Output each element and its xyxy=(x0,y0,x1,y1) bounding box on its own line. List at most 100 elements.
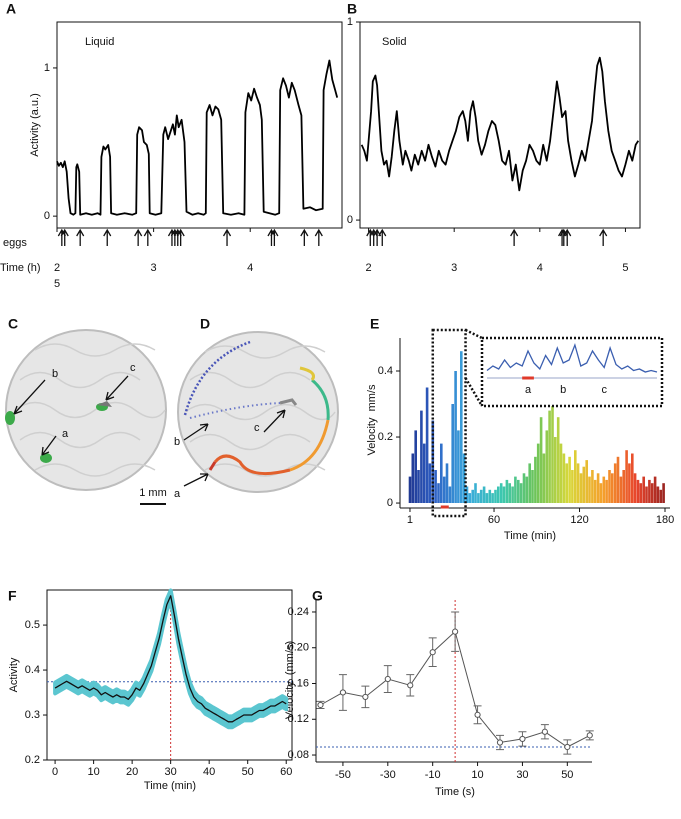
error-band xyxy=(53,588,289,730)
egg-arrow xyxy=(134,228,143,246)
bar xyxy=(554,437,557,503)
x-tick-label: 4 xyxy=(537,262,543,274)
x-axis-label: Time (min) xyxy=(144,780,196,792)
x-tick-label: 10 xyxy=(87,766,99,778)
annotation: c xyxy=(254,422,260,434)
panel-letter: E xyxy=(370,316,379,332)
bar xyxy=(514,476,517,503)
note: 5 xyxy=(54,278,60,290)
bar xyxy=(656,486,660,503)
y-tick-label: 0.2 xyxy=(378,431,393,443)
annotation: a xyxy=(174,488,181,500)
chart-title: Liquid xyxy=(85,36,114,48)
bar xyxy=(460,351,463,503)
bar xyxy=(425,387,429,503)
trace xyxy=(56,59,339,216)
bar xyxy=(408,476,412,503)
bar xyxy=(437,483,440,503)
y-tick-label: 0.2 xyxy=(25,754,40,766)
bar xyxy=(539,417,543,503)
bar xyxy=(568,456,571,503)
x-tick-label: 30 xyxy=(516,769,528,781)
bar xyxy=(602,476,606,503)
bar xyxy=(474,483,477,503)
panel-letter: F xyxy=(8,588,17,604)
zoom-box xyxy=(431,328,467,518)
panel-letter: A xyxy=(6,1,16,17)
x-tick-label: 50 xyxy=(242,766,254,778)
bar xyxy=(593,479,597,503)
x-tick-label: 20 xyxy=(126,766,138,778)
plot-frame xyxy=(359,21,641,229)
y-tick-label: 0 xyxy=(44,210,50,222)
egg-arrow xyxy=(76,228,85,246)
x-tick-label: 2 xyxy=(366,262,372,274)
bar xyxy=(508,483,511,503)
x-tick-label: 1 xyxy=(407,514,413,526)
zoom-connector xyxy=(464,377,484,407)
y-axis-label: Activity (a.u.) xyxy=(29,93,41,157)
bar xyxy=(442,476,446,503)
egg-arrow xyxy=(599,228,608,246)
x-tick-label: 2 xyxy=(54,262,60,274)
bar xyxy=(499,483,503,503)
arrows xyxy=(183,409,286,487)
inset-label: a xyxy=(525,384,532,396)
x-axis-label: Time (min) xyxy=(504,530,556,542)
bar xyxy=(556,417,560,503)
bar xyxy=(454,371,457,503)
point xyxy=(496,739,504,746)
x-tick-label: 60 xyxy=(280,766,292,778)
bar xyxy=(491,493,494,503)
bar xyxy=(502,486,506,503)
bar xyxy=(653,476,657,503)
bar xyxy=(457,430,460,503)
egg-arrow xyxy=(300,228,309,246)
bar xyxy=(488,489,492,503)
bar xyxy=(485,493,489,503)
bar xyxy=(565,463,568,503)
bar xyxy=(648,479,651,503)
bar xyxy=(497,486,500,503)
y-tick-label: 1 xyxy=(44,62,50,74)
bar xyxy=(599,483,603,503)
y-tick-label: 0.4 xyxy=(378,365,393,377)
bar xyxy=(585,460,588,503)
x-tick-label: -10 xyxy=(425,769,441,781)
panel-letter: B xyxy=(347,1,357,17)
bar xyxy=(522,473,526,503)
bar xyxy=(445,463,449,503)
bar xyxy=(636,479,640,503)
trace xyxy=(360,56,640,192)
bar xyxy=(440,443,443,503)
point xyxy=(384,675,391,683)
y-tick-label: 0.08 xyxy=(288,749,309,761)
bar xyxy=(662,483,665,503)
x-tick-label: 10 xyxy=(471,769,483,781)
zoom-connector xyxy=(464,328,483,340)
bar xyxy=(414,430,417,503)
annotation: b xyxy=(52,368,58,380)
bar xyxy=(482,486,486,503)
bar xyxy=(428,463,432,503)
inset-label: c xyxy=(601,384,607,396)
bar xyxy=(596,473,600,503)
bar xyxy=(519,483,523,503)
eggs-label: eggs xyxy=(3,237,27,249)
bar xyxy=(531,470,534,503)
bar xyxy=(659,489,663,503)
x-tick-label: 3 xyxy=(451,262,457,274)
bar xyxy=(528,463,531,503)
bar xyxy=(628,463,631,503)
panel-letter: D xyxy=(200,316,210,332)
bar xyxy=(625,450,628,503)
y-tick-label: 0.5 xyxy=(25,619,40,631)
point xyxy=(429,649,436,656)
egg-arrow xyxy=(378,228,387,246)
bar xyxy=(448,486,452,503)
x-tick-label: -30 xyxy=(380,769,396,781)
y-tick-label: 1 xyxy=(347,16,353,28)
bar xyxy=(422,443,426,503)
plot-frame xyxy=(46,589,293,761)
